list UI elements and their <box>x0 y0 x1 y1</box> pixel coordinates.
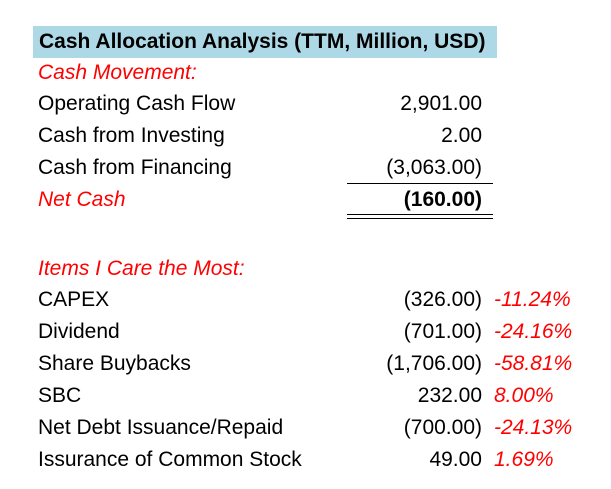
row-percent: 8.00% <box>494 384 554 407</box>
row-label: CAPEX <box>38 288 110 311</box>
row-percent: -58.81% <box>494 352 573 375</box>
row-label: Dividend <box>38 320 120 343</box>
row-label: Operating Cash Flow <box>38 92 236 115</box>
row-value: (3,063.00) <box>386 156 482 179</box>
total-double-underline <box>347 214 493 219</box>
row-value: (1,706.00) <box>386 352 482 375</box>
row-label: Cash from Financing <box>38 156 232 179</box>
row-value: 2.00 <box>441 124 482 147</box>
row-percent: -11.24% <box>494 288 571 311</box>
row-value: 49.00 <box>429 448 482 471</box>
cash-movement-heading: Cash Movement: <box>38 61 197 84</box>
row-label: Cash from Investing <box>38 124 225 147</box>
sum-underline <box>347 183 493 184</box>
row-value: 2,901.00 <box>400 92 482 115</box>
row-value: (701.00) <box>403 320 482 343</box>
sheet-title: Cash Allocation Analysis (TTM, Million, … <box>33 26 497 58</box>
net-cash-value: (160.00) <box>403 188 482 211</box>
row-value: (700.00) <box>403 416 482 439</box>
net-cash-label: Net Cash <box>38 188 126 211</box>
row-value: (326.00) <box>403 288 482 311</box>
row-percent: 1.69% <box>494 448 554 471</box>
row-label: Share Buybacks <box>38 352 191 375</box>
row-percent: -24.16% <box>494 320 573 343</box>
row-value: 232.00 <box>417 384 482 407</box>
row-label: SBC <box>38 384 82 407</box>
row-percent: -24.13% <box>494 416 573 439</box>
items-heading: Items I Care the Most: <box>38 257 245 280</box>
row-label: Net Debt Issuance/Repaid <box>38 416 284 439</box>
row-label: Issurance of Common Stock <box>38 448 302 471</box>
